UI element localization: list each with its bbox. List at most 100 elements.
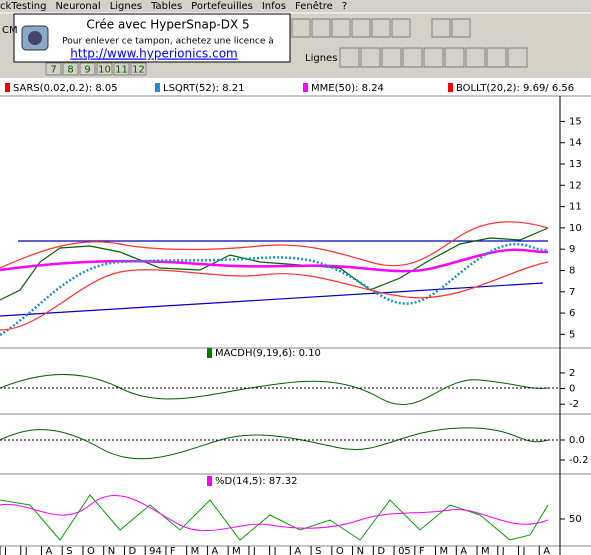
tool-button[interactable] (381, 47, 402, 68)
y-tick-label: 10 (569, 223, 582, 234)
month-label: J (252, 546, 256, 555)
month-label: 05 (398, 546, 411, 555)
month-label: O (336, 546, 344, 555)
digit-label[interactable]: 10 (98, 65, 111, 76)
month-label: J (522, 546, 526, 555)
month-label: F (170, 546, 176, 555)
tool-button[interactable] (486, 47, 507, 68)
y-tick-label: 7 (569, 287, 575, 298)
legend-swatch (448, 83, 453, 92)
tool-button[interactable] (451, 18, 471, 38)
month-label: J (501, 546, 505, 555)
digit-label[interactable]: 11 (115, 65, 128, 76)
menu-item[interactable]: Infos (262, 1, 286, 12)
legend-swatch (303, 83, 308, 92)
menu-item[interactable]: ? (342, 1, 347, 12)
panel-label: %D(14,5): 87.32 (215, 476, 297, 487)
month-label: F (419, 546, 425, 555)
tool-button[interactable] (391, 18, 411, 38)
month-label: D (128, 546, 136, 555)
tool-button[interactable] (507, 47, 528, 68)
month-label: A (45, 546, 52, 555)
bollinger-lower (0, 261, 549, 331)
tool-button[interactable] (402, 47, 423, 68)
y-tick-label: 12 (569, 180, 582, 191)
tool-button[interactable] (360, 47, 381, 68)
watermark-box (13, 13, 291, 63)
bollinger-upper (0, 221, 549, 269)
digit-label[interactable]: 12 (132, 65, 145, 76)
panel-label: MACDH(9,19,6): 0.10 (215, 348, 321, 359)
y-tick-label: 6 (569, 308, 575, 319)
y-tick-label: 2 (569, 368, 575, 379)
tool-buttons (45, 18, 528, 76)
month-label: J (273, 546, 277, 555)
legend-swatch (5, 83, 10, 92)
legend-swatch (155, 83, 160, 92)
y-tick-label: 5 (569, 329, 575, 340)
digit-button[interactable] (96, 62, 113, 76)
month-label: M (232, 546, 241, 555)
tool-button[interactable] (311, 18, 331, 38)
tool-button[interactable] (351, 18, 371, 38)
digit-label[interactable]: 8 (67, 65, 73, 76)
stochastic-d (0, 494, 549, 532)
legend-label: SARS(0.02,0.2): 8.05 (13, 83, 118, 94)
digit-label[interactable]: 9 (84, 65, 90, 76)
y-tick-label: 50 (569, 514, 582, 525)
month-label: S (66, 546, 72, 555)
y-tick-label: -2 (569, 399, 579, 410)
chart-area (0, 78, 591, 555)
tool-button[interactable] (444, 47, 465, 68)
digit-button[interactable] (113, 62, 130, 76)
panel-swatch (207, 476, 212, 486)
month-label: N (108, 546, 115, 555)
digit-button[interactable] (62, 62, 79, 76)
month-label: A (460, 546, 467, 555)
y-tick-label: 8 (569, 265, 575, 276)
y-tick-label: 15 (569, 116, 582, 127)
month-label: A (211, 546, 218, 555)
tool-button[interactable] (371, 18, 391, 38)
y-tick-label: 14 (569, 138, 582, 149)
menu-item[interactable]: Neuronal (55, 1, 100, 12)
oscillator (0, 427, 549, 460)
tool-button[interactable] (291, 18, 311, 38)
month-label: N (357, 546, 364, 555)
tool-button[interactable] (423, 47, 444, 68)
month-label: A (294, 546, 301, 555)
month-label: D (377, 546, 385, 555)
legend-label: MME(50): 8.24 (311, 83, 384, 94)
legend-label: LSQRT(52): 8.21 (163, 83, 244, 94)
y-tick-label: 11 (569, 202, 582, 213)
digit-button[interactable] (79, 62, 96, 76)
tool-button[interactable] (465, 47, 486, 68)
tool-button[interactable] (331, 18, 351, 38)
digit-button[interactable] (130, 62, 147, 76)
digit-label[interactable]: 7 (50, 65, 56, 76)
trend-line (0, 282, 544, 317)
menu-item[interactable]: Lignes (110, 1, 142, 12)
y-tick-label: 0.0 (569, 435, 585, 446)
menu-item[interactable]: Fenêtre (295, 0, 333, 12)
y-tick-label: 9 (569, 244, 575, 255)
lsqrt-line (0, 242, 549, 337)
month-label: O (87, 546, 95, 555)
digit-button[interactable] (45, 62, 62, 76)
watermark-text: Pour enlever ce tampon, achetez une lice… (62, 37, 274, 47)
camera-lens (28, 31, 42, 45)
menu-item[interactable]: Tables (150, 1, 182, 12)
month-label: J (3, 546, 7, 555)
y-tick-label: 0 (569, 384, 575, 395)
symbol: CM (2, 25, 18, 36)
month-label: S (315, 546, 321, 555)
menu-item[interactable]: ckTesting (0, 1, 46, 12)
month-label: M (440, 546, 449, 555)
month-label: M (481, 546, 490, 555)
tool-button[interactable] (431, 18, 451, 38)
y-tick-label: -0.2 (569, 455, 589, 466)
menu-item[interactable]: Portefeuilles (191, 1, 253, 12)
y-tick-label: 13 (569, 159, 582, 170)
tool-button[interactable] (339, 47, 360, 68)
